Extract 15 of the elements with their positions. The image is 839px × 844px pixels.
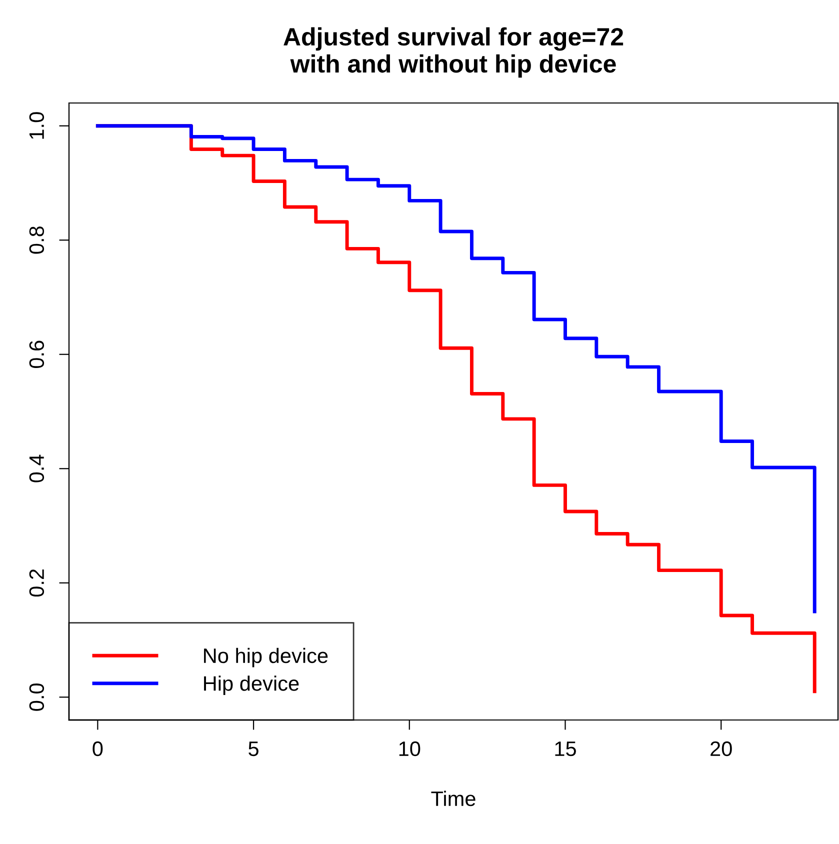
x-tick-label: 5 — [248, 742, 258, 756]
legend-label: No hip device — [204, 648, 328, 668]
y-tick-label: 0.2 — [29, 569, 44, 597]
chart-title: Adjusted survival for age=72 with and without hip device — [284, 27, 624, 78]
y-tick-label: 0.4 — [29, 454, 44, 482]
y-tick-label: 1.0 — [29, 112, 44, 139]
x-tick-label: 20 — [710, 741, 732, 756]
x-tick-label: 0 — [92, 741, 103, 756]
x-tick-label: 10 — [399, 741, 420, 756]
y-tick-label: 0.6 — [29, 340, 44, 368]
x-tick-label: 15 — [555, 742, 576, 756]
y-tick-label: 0.8 — [29, 226, 44, 254]
y-tick-label: 0.0 — [29, 683, 44, 711]
legend-label: Hip device — [204, 676, 299, 695]
x-axis-title: Time — [431, 790, 476, 806]
